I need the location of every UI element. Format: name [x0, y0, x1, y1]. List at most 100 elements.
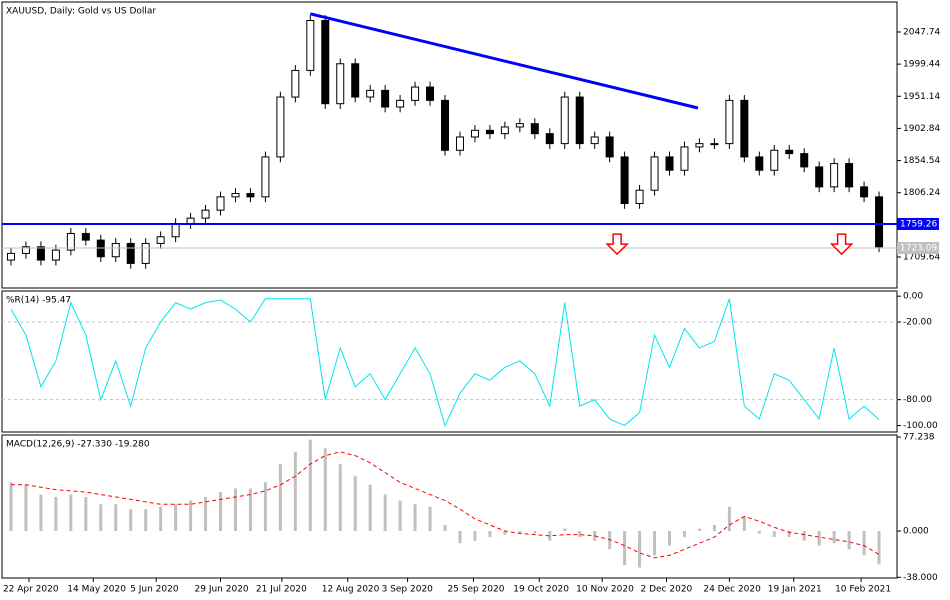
candle-body: [6, 252, 15, 261]
candle-body: [830, 163, 839, 188]
candle-body: [171, 222, 180, 238]
candle-body: [51, 249, 60, 261]
pane-frame: [1, 290, 898, 433]
candle-body: [785, 149, 794, 155]
candle-body: [246, 193, 255, 198]
candle-body: [111, 242, 120, 258]
y-tick-label: 2047.74: [903, 27, 940, 37]
pane-title: XAUUSD, Daily: Gold vs US Dollar: [6, 7, 156, 17]
y-tick-label: 1709.64: [903, 252, 940, 262]
candle-body: [695, 143, 704, 148]
x-tick-label: 19 Jan 2021: [768, 585, 822, 595]
last-price-box: [897, 242, 939, 255]
x-tick-label: 29 Jun 2020: [195, 585, 249, 595]
candle-body: [291, 69, 300, 98]
x-tick-label: 24 Dec 2020: [703, 585, 761, 595]
x-tick-label: 12 Aug 2020: [322, 585, 380, 595]
candle-body: [261, 156, 270, 198]
support-label-box: [897, 217, 939, 230]
candle-body: [231, 193, 240, 198]
candle-body: [860, 186, 869, 198]
candle-body: [620, 156, 629, 205]
candle-body: [306, 20, 315, 71]
candle-body: [770, 149, 779, 171]
candle-body: [755, 156, 764, 171]
candle-body: [545, 133, 554, 145]
candle-body: [186, 217, 195, 224]
down-arrow: [829, 233, 854, 256]
y-tick-label: 0.000: [903, 527, 929, 537]
candle-body: [321, 20, 330, 105]
signal-line: [10, 451, 880, 559]
candle-body: [665, 156, 674, 171]
y-tick-label: -20.00: [903, 318, 932, 328]
x-tick-label: 14 May 2020: [67, 585, 126, 595]
candle-body: [411, 86, 420, 101]
candle-body: [470, 129, 479, 138]
candle-body: [201, 209, 210, 219]
y-tick-label: 1854.54: [903, 156, 940, 166]
down-arrow: [605, 233, 629, 256]
y-tick-label: 77.238: [903, 433, 935, 443]
candle-body: [725, 99, 734, 145]
candle-body: [81, 232, 90, 241]
pane-title: %R(14) -95.47: [6, 296, 71, 306]
pane-frame: [1, 1, 898, 289]
x-tick-label: 25 Sep 2020: [447, 585, 504, 595]
williams-r-line: [10, 298, 880, 427]
candle-body: [710, 143, 719, 146]
candle-body: [800, 153, 809, 168]
candle-body: [396, 99, 405, 108]
x-tick-label: 2 Dec 2020: [641, 585, 693, 595]
candle-body: [530, 123, 539, 135]
candle-body: [740, 99, 749, 158]
candle-body: [381, 89, 390, 108]
y-tick-label: -38.000: [903, 573, 938, 583]
candle-body: [336, 63, 345, 105]
trendline: [309, 12, 699, 110]
x-tick-label: 21 Jul 2020: [256, 585, 307, 595]
y-tick-label: 1999.44: [903, 60, 940, 70]
candle-body: [455, 136, 464, 151]
candle-body: [560, 96, 569, 145]
candle-body: [500, 126, 509, 135]
x-tick-label: 3 Sep 2020: [382, 585, 434, 595]
y-tick-label: 1902.84: [903, 124, 940, 134]
candle-body: [36, 246, 45, 261]
y-tick-label: -100.00: [903, 421, 938, 431]
x-tick-label: 10 Feb 2021: [835, 585, 891, 595]
pane-frame: [1, 434, 898, 579]
candle-body: [485, 129, 494, 135]
candle-body: [650, 156, 659, 191]
candle-body: [351, 63, 360, 98]
candle-body: [216, 196, 225, 211]
candle-body: [66, 232, 75, 251]
candle-body: [635, 189, 644, 205]
x-tick-label: 5 Jun 2020: [130, 585, 179, 595]
support-label: 1759.26: [900, 219, 937, 229]
candle-body: [126, 242, 135, 264]
x-tick-label: 10 Nov 2020: [576, 585, 634, 595]
last-price-label: 1723.09: [900, 244, 937, 254]
y-tick-label: -80.00: [903, 395, 932, 405]
candle-body: [426, 86, 435, 101]
candle-body: [276, 96, 285, 158]
candle-body: [605, 136, 614, 158]
candle-body: [680, 146, 689, 171]
candle-body: [875, 196, 884, 248]
candle-body: [141, 242, 150, 264]
candle-body: [515, 123, 524, 128]
x-tick-label: 22 Apr 2020: [3, 585, 59, 595]
candle-body: [156, 236, 165, 244]
candle-body: [815, 166, 824, 188]
x-tick-label: 19 Oct 2020: [513, 585, 569, 595]
candle-body: [21, 246, 30, 254]
y-tick-label: 0.00: [903, 292, 923, 302]
candle-body: [575, 96, 584, 145]
pane-title: MACD(12,26,9) -27.330 -19.280: [6, 440, 150, 450]
candle-body: [441, 99, 450, 151]
candle-body: [366, 89, 375, 98]
y-tick-label: 1951.14: [903, 92, 940, 102]
y-tick-label: 1806.24: [903, 188, 940, 198]
